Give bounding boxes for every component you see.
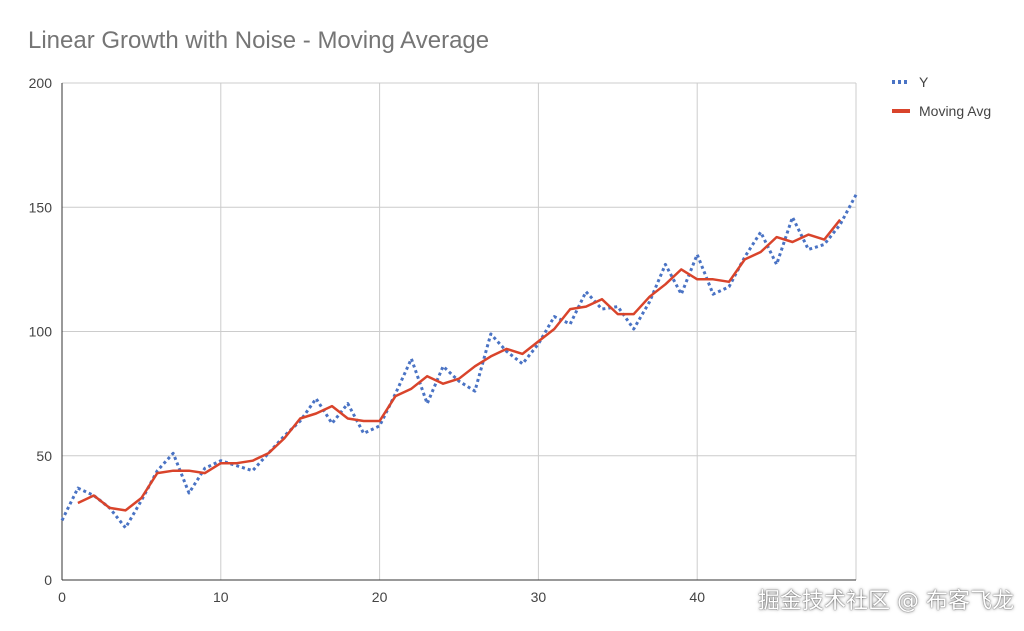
series-lines bbox=[60, 194, 858, 530]
x-tick-label: 10 bbox=[213, 589, 229, 605]
x-tick-label: 40 bbox=[689, 589, 705, 605]
x-tick-label: 0 bbox=[58, 589, 66, 605]
y-tick-label: 150 bbox=[29, 199, 53, 215]
y-tick-label: 200 bbox=[29, 75, 53, 91]
y-tick-label: 50 bbox=[36, 448, 52, 464]
legend-label: Moving Avg bbox=[919, 103, 991, 119]
legend-label: Y bbox=[919, 74, 929, 90]
watermark: 掘金技术社区 @ 布客飞龙 bbox=[758, 589, 1014, 614]
series-line-moving-avg bbox=[77, 218, 842, 512]
y-tick-label: 0 bbox=[44, 572, 52, 588]
legend: Y Moving Avg bbox=[892, 74, 991, 119]
grid bbox=[62, 82, 857, 580]
x-tick-label: 30 bbox=[531, 589, 547, 605]
series-line-y bbox=[60, 194, 858, 530]
chart-title: Linear Growth with Noise - Moving Averag… bbox=[28, 27, 489, 54]
y-tick-label: 100 bbox=[29, 324, 53, 340]
axes: 0 50 100 150 200 0 10 20 30 40 bbox=[29, 75, 856, 605]
x-tick-label: 20 bbox=[372, 589, 388, 605]
